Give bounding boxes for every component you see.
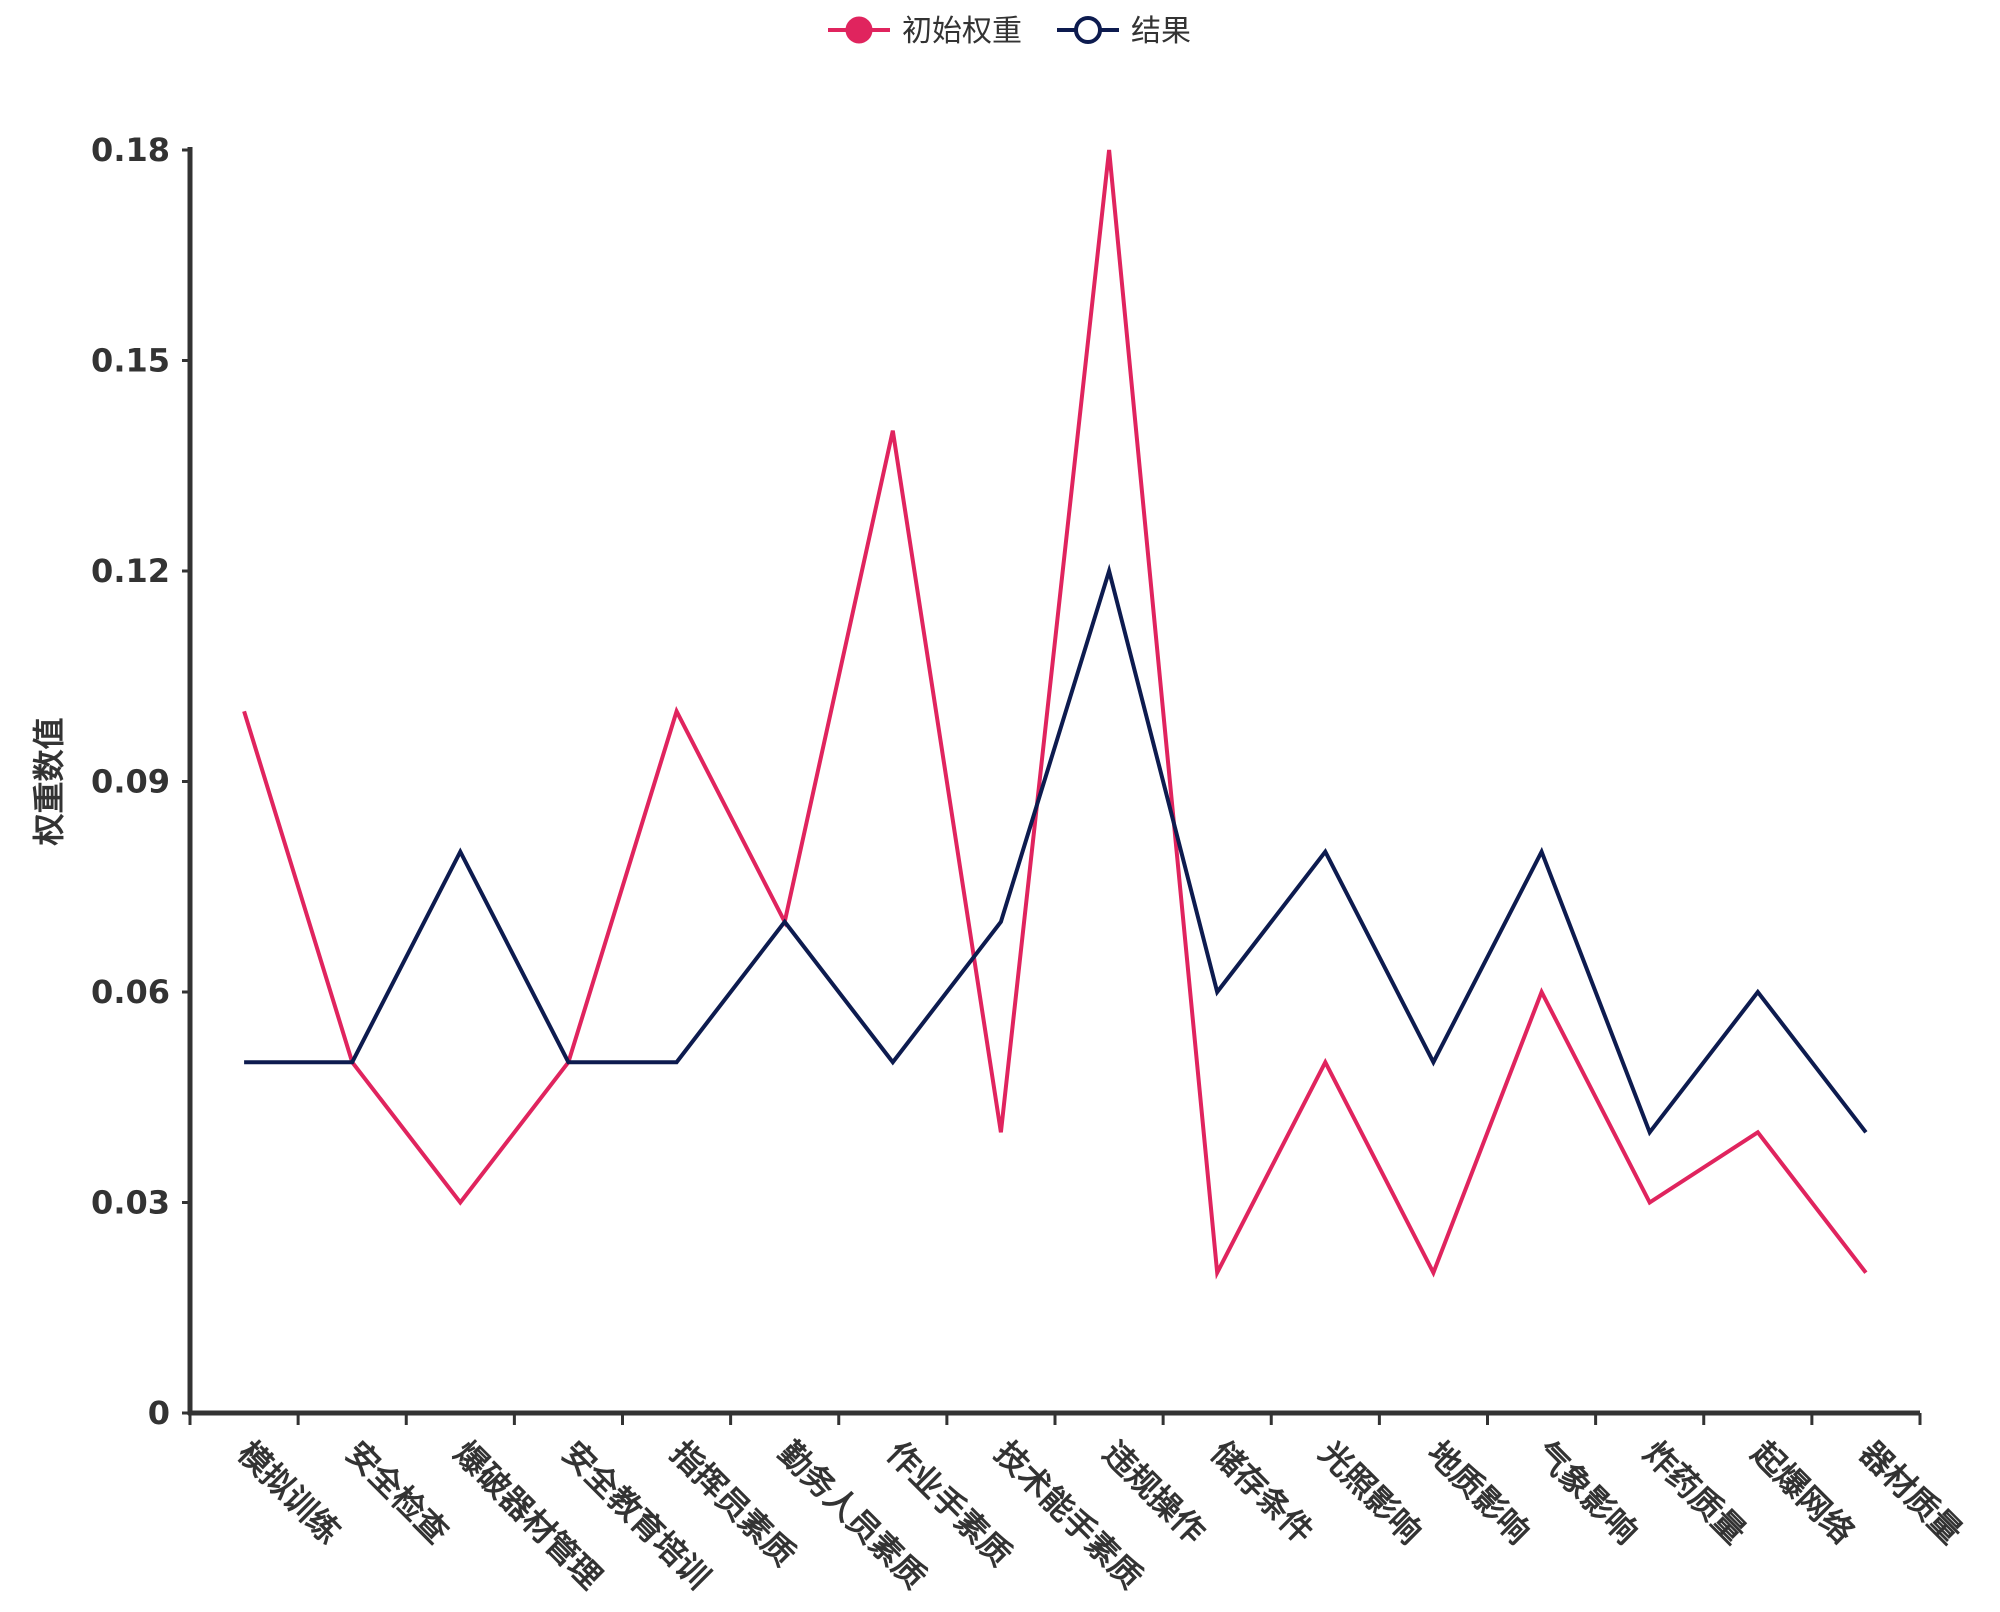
- legend: 初始权重 结果: [828, 14, 1191, 49]
- x-tick-label: 储存条件: [1204, 1434, 1321, 1551]
- legend-label: 初始权重: [902, 14, 1022, 49]
- x-tick-label: 气象影响: [1528, 1434, 1645, 1551]
- legend-item-1[interactable]: 初始权重: [828, 14, 1022, 49]
- legend-item-2[interactable]: 结果: [1057, 14, 1191, 49]
- y-ticks: 0 0.03 0.06 0.09 0.12 0.15 0.18: [91, 131, 170, 1432]
- y-tick-label: 0.15: [91, 342, 170, 380]
- x-tick-label: 安全检查: [339, 1434, 456, 1551]
- x-ticks: 模拟训练安全检查爆破器材管理安全教育培训指挥员素质勤务人员素质作业手素质技术能手…: [230, 1433, 1969, 1596]
- x-tick-label: 地质影响: [1420, 1434, 1537, 1551]
- y-tick-label: 0.06: [91, 973, 170, 1011]
- legend-label: 结果: [1131, 14, 1191, 49]
- y-tick-label: 0.18: [91, 131, 170, 169]
- axes: [182, 147, 1922, 1425]
- x-tick-label: 模拟训练: [230, 1434, 347, 1551]
- series-line-1: [242, 149, 1868, 1280]
- x-tick-label: 器材质量: [1852, 1433, 1970, 1551]
- series-layer: [242, 149, 1868, 1280]
- y-tick-label: 0.12: [91, 552, 170, 590]
- y-tick-label: 0: [148, 1394, 170, 1432]
- series-line-2: [244, 563, 1868, 1137]
- x-tick-label: 炸药质量: [1636, 1434, 1753, 1551]
- legend-marker-filled: [845, 16, 873, 44]
- legend-marker-hollow: [1074, 16, 1102, 44]
- x-tick-label: 起爆网络: [1744, 1434, 1861, 1551]
- y-tick-label: 0.03: [91, 1184, 170, 1222]
- y-tick-label: 0.09: [91, 763, 170, 801]
- y-axis-label: 权重数值: [30, 717, 68, 846]
- x-tick-label: 光照影响: [1312, 1434, 1429, 1551]
